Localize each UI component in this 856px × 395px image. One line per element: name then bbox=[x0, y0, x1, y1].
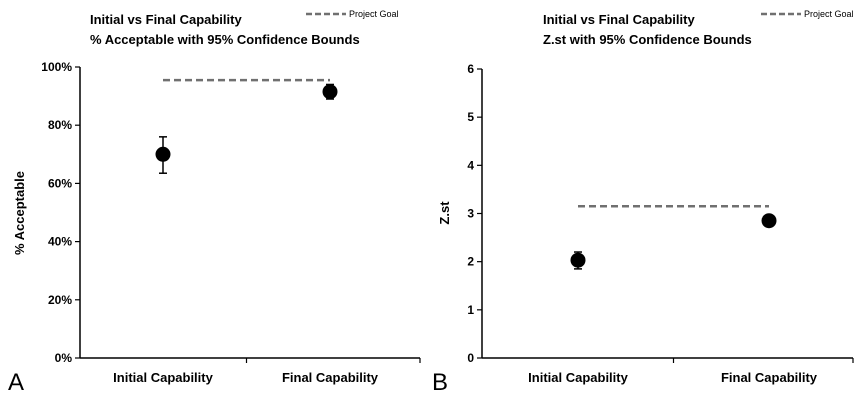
y-tick-label: 1 bbox=[467, 303, 474, 317]
legend-goal-label: Project Goal bbox=[349, 9, 399, 19]
y-tick-label: 6 bbox=[467, 62, 474, 76]
data-point bbox=[156, 147, 171, 162]
y-tick-label: 2 bbox=[467, 255, 474, 269]
y-tick-label: 60% bbox=[48, 176, 72, 190]
data-point bbox=[571, 253, 586, 268]
data-point bbox=[323, 84, 338, 99]
y-axis-label: % Acceptable bbox=[12, 171, 27, 255]
chart-panel-b: Initial vs Final Capability Z.st with 95… bbox=[432, 9, 854, 395]
y-tick-label: 3 bbox=[467, 207, 474, 221]
y-tick-label: 0% bbox=[55, 351, 73, 365]
y-tick-label: 80% bbox=[48, 118, 72, 132]
x-tick-label: Final Capability bbox=[721, 370, 818, 385]
panel-label: B bbox=[432, 369, 448, 395]
x-tick-label: Initial Capability bbox=[113, 370, 213, 385]
y-tick-label: 20% bbox=[48, 293, 72, 307]
legend: Project Goal bbox=[761, 9, 854, 19]
legend: Project Goal bbox=[306, 9, 399, 19]
y-tick-label: 40% bbox=[48, 235, 72, 249]
legend-goal-label: Project Goal bbox=[804, 9, 854, 19]
chart-subtitle: Z.st with 95% Confidence Bounds bbox=[543, 32, 752, 47]
panel-label: A bbox=[8, 369, 24, 395]
y-tick-label: 4 bbox=[467, 158, 474, 172]
y-tick-label: 5 bbox=[467, 110, 474, 124]
data-point bbox=[762, 213, 777, 228]
x-tick-label: Final Capability bbox=[282, 370, 379, 385]
chart-title: Initial vs Final Capability bbox=[543, 12, 695, 27]
x-tick-label: Initial Capability bbox=[528, 370, 628, 385]
chart-title: Initial vs Final Capability bbox=[90, 12, 242, 27]
y-tick-label: 0 bbox=[467, 351, 474, 365]
y-tick-label: 100% bbox=[41, 60, 72, 74]
chart-panel-a: Initial vs Final Capability % Acceptable… bbox=[8, 9, 420, 395]
chart-subtitle: % Acceptable with 95% Confidence Bounds bbox=[90, 32, 360, 47]
y-axis-label: Z.st bbox=[437, 201, 452, 225]
